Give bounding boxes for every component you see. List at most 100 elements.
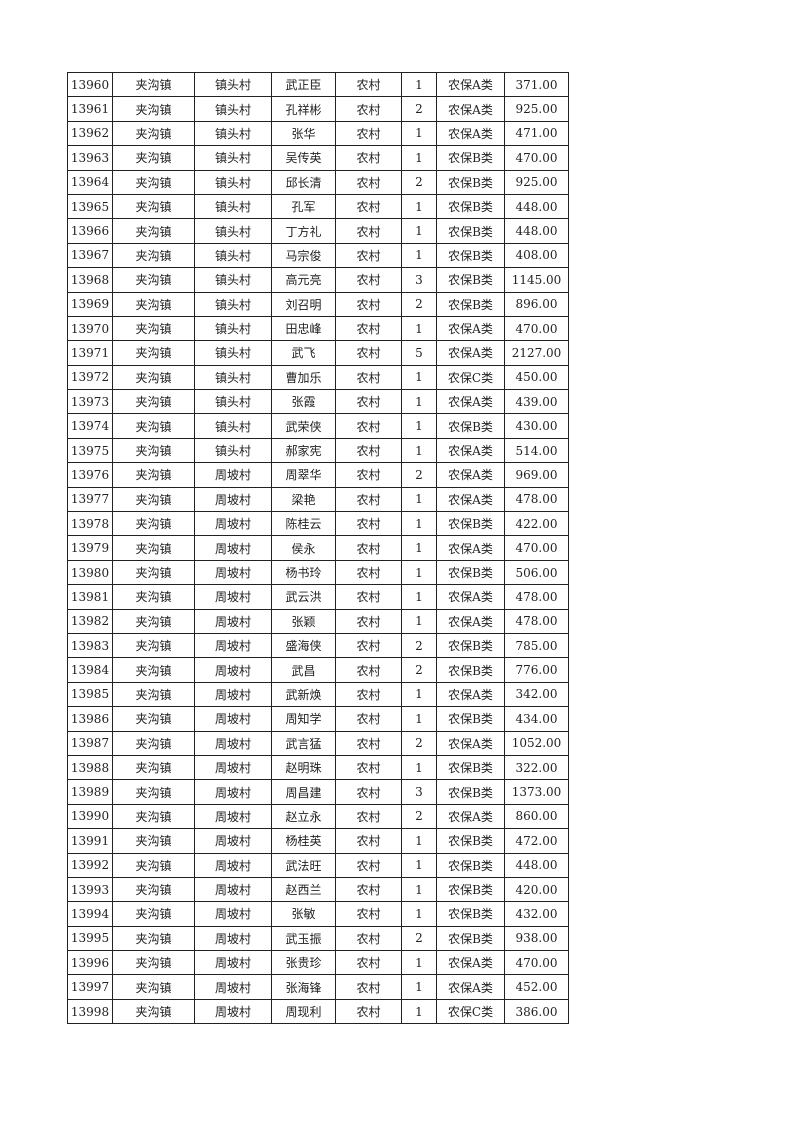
town-cell: 夹沟镇 [112, 803, 195, 830]
household-count-cell: 1 [401, 584, 437, 610]
household-count-cell: 3 [401, 779, 437, 805]
household-count-cell: 1 [401, 389, 437, 415]
area-type-cell: 农村 [335, 998, 402, 1025]
household-count-cell: 1 [401, 71, 437, 98]
amount-cell: 470.00 [504, 145, 569, 171]
household-count-cell: 2 [401, 925, 437, 952]
table-row: 13984 夹沟镇 周坡村 武昌 农村 2 农保B类 776.00 [67, 657, 569, 683]
table-row: 13983 夹沟镇 周坡村 盛海侠 农村 2 农保B类 785.00 [67, 632, 569, 659]
row-id-cell: 13995 [67, 925, 113, 952]
area-type-cell: 农村 [335, 706, 402, 732]
area-type-cell: 农村 [335, 193, 402, 220]
person-name-cell: 武飞 [271, 340, 336, 366]
insurance-category-cell: 农保B类 [436, 267, 505, 293]
amount-cell: 925.00 [504, 169, 569, 195]
person-name-cell: 周昌建 [271, 779, 336, 805]
insurance-category-cell: 农保A类 [436, 120, 505, 147]
amount-cell: 472.00 [504, 828, 569, 854]
area-type-cell: 农村 [335, 486, 402, 513]
person-name-cell: 田忠峰 [271, 315, 336, 342]
table-row: 13995 夹沟镇 周坡村 武玉振 农村 2 农保B类 938.00 [67, 925, 569, 952]
row-id-cell: 13970 [67, 315, 113, 342]
area-type-cell: 农村 [335, 535, 402, 561]
insurance-category-cell: 农保B类 [436, 754, 505, 781]
household-count-cell: 1 [401, 901, 437, 927]
table-row: 13978 夹沟镇 周坡村 陈桂云 农村 1 农保B类 422.00 [67, 511, 569, 537]
row-id-cell: 13975 [67, 437, 113, 464]
area-type-cell: 农村 [335, 413, 402, 439]
household-count-cell: 1 [401, 413, 437, 439]
person-name-cell: 曹加乐 [271, 364, 336, 391]
town-cell: 夹沟镇 [112, 535, 195, 561]
area-type-cell: 农村 [335, 120, 402, 147]
area-type-cell: 农村 [335, 145, 402, 171]
table-row: 13996 夹沟镇 周坡村 张贵珍 农村 1 农保A类 470.00 [67, 950, 569, 976]
person-name-cell: 张敏 [271, 901, 336, 927]
data-table: 13960 夹沟镇 镇头村 武正臣 农村 1 农保A类 371.00 13961 夹沟镇 镇头村 孔祥… [67, 71, 569, 1025]
amount-cell: 471.00 [504, 120, 569, 147]
person-name-cell: 赵明珠 [271, 754, 336, 781]
insurance-category-cell: 农保B类 [436, 632, 505, 659]
area-type-cell: 农村 [335, 559, 402, 586]
household-count-cell: 1 [401, 876, 437, 903]
town-cell: 夹沟镇 [112, 315, 195, 342]
person-name-cell: 武正臣 [271, 71, 336, 98]
household-count-cell: 1 [401, 608, 437, 634]
area-type-cell: 农村 [335, 950, 402, 976]
person-name-cell: 张华 [271, 120, 336, 147]
row-id-cell: 13983 [67, 632, 113, 659]
insurance-category-cell: 农保B类 [436, 413, 505, 439]
village-cell: 镇头村 [194, 169, 272, 195]
person-name-cell: 杨书玲 [271, 559, 336, 586]
village-cell: 周坡村 [194, 779, 272, 805]
town-cell: 夹沟镇 [112, 486, 195, 513]
household-count-cell: 2 [401, 657, 437, 683]
village-cell: 周坡村 [194, 730, 272, 756]
insurance-category-cell: 农保A类 [436, 389, 505, 415]
town-cell: 夹沟镇 [112, 267, 195, 293]
village-cell: 周坡村 [194, 511, 272, 537]
insurance-category-cell: 农保A类 [436, 584, 505, 610]
person-name-cell: 赵西兰 [271, 876, 336, 903]
village-cell: 周坡村 [194, 608, 272, 634]
town-cell: 夹沟镇 [112, 511, 195, 537]
person-name-cell: 丁方礼 [271, 218, 336, 244]
town-cell: 夹沟镇 [112, 389, 195, 415]
town-cell: 夹沟镇 [112, 706, 195, 732]
area-type-cell: 农村 [335, 584, 402, 610]
household-count-cell: 1 [401, 511, 437, 537]
household-count-cell: 1 [401, 754, 437, 781]
household-count-cell: 5 [401, 340, 437, 366]
town-cell: 夹沟镇 [112, 950, 195, 976]
town-cell: 夹沟镇 [112, 998, 195, 1025]
area-type-cell: 农村 [335, 364, 402, 391]
town-cell: 夹沟镇 [112, 925, 195, 952]
insurance-category-cell: 农保C类 [436, 998, 505, 1025]
town-cell: 夹沟镇 [112, 437, 195, 464]
household-count-cell: 1 [401, 535, 437, 561]
insurance-category-cell: 农保A类 [436, 462, 505, 488]
area-type-cell: 农村 [335, 267, 402, 293]
person-name-cell: 杨桂英 [271, 828, 336, 854]
row-id-cell: 13974 [67, 413, 113, 439]
person-name-cell: 张海锋 [271, 974, 336, 1000]
person-name-cell: 梁艳 [271, 486, 336, 513]
insurance-category-cell: 农保C类 [436, 364, 505, 391]
insurance-category-cell: 农保A类 [436, 535, 505, 561]
table-row: 13981 夹沟镇 周坡村 武云洪 农村 1 农保A类 478.00 [67, 584, 569, 610]
village-cell: 周坡村 [194, 754, 272, 781]
table-row: 13993 夹沟镇 周坡村 赵西兰 农村 1 农保B类 420.00 [67, 876, 569, 903]
table-row: 13992 夹沟镇 周坡村 武法旺 农村 1 农保B类 448.00 [67, 852, 569, 878]
village-cell: 周坡村 [194, 584, 272, 610]
household-count-cell: 1 [401, 828, 437, 854]
village-cell: 周坡村 [194, 681, 272, 708]
table-row: 13972 夹沟镇 镇头村 曹加乐 农村 1 农保C类 450.00 [67, 364, 569, 391]
row-id-cell: 13990 [67, 803, 113, 830]
insurance-category-cell: 农保A类 [436, 730, 505, 756]
insurance-category-cell: 农保A类 [436, 315, 505, 342]
household-count-cell: 1 [401, 681, 437, 708]
insurance-category-cell: 农保A类 [436, 974, 505, 1000]
amount-cell: 371.00 [504, 71, 569, 98]
insurance-category-cell: 农保A类 [436, 437, 505, 464]
insurance-category-cell: 农保B类 [436, 852, 505, 878]
